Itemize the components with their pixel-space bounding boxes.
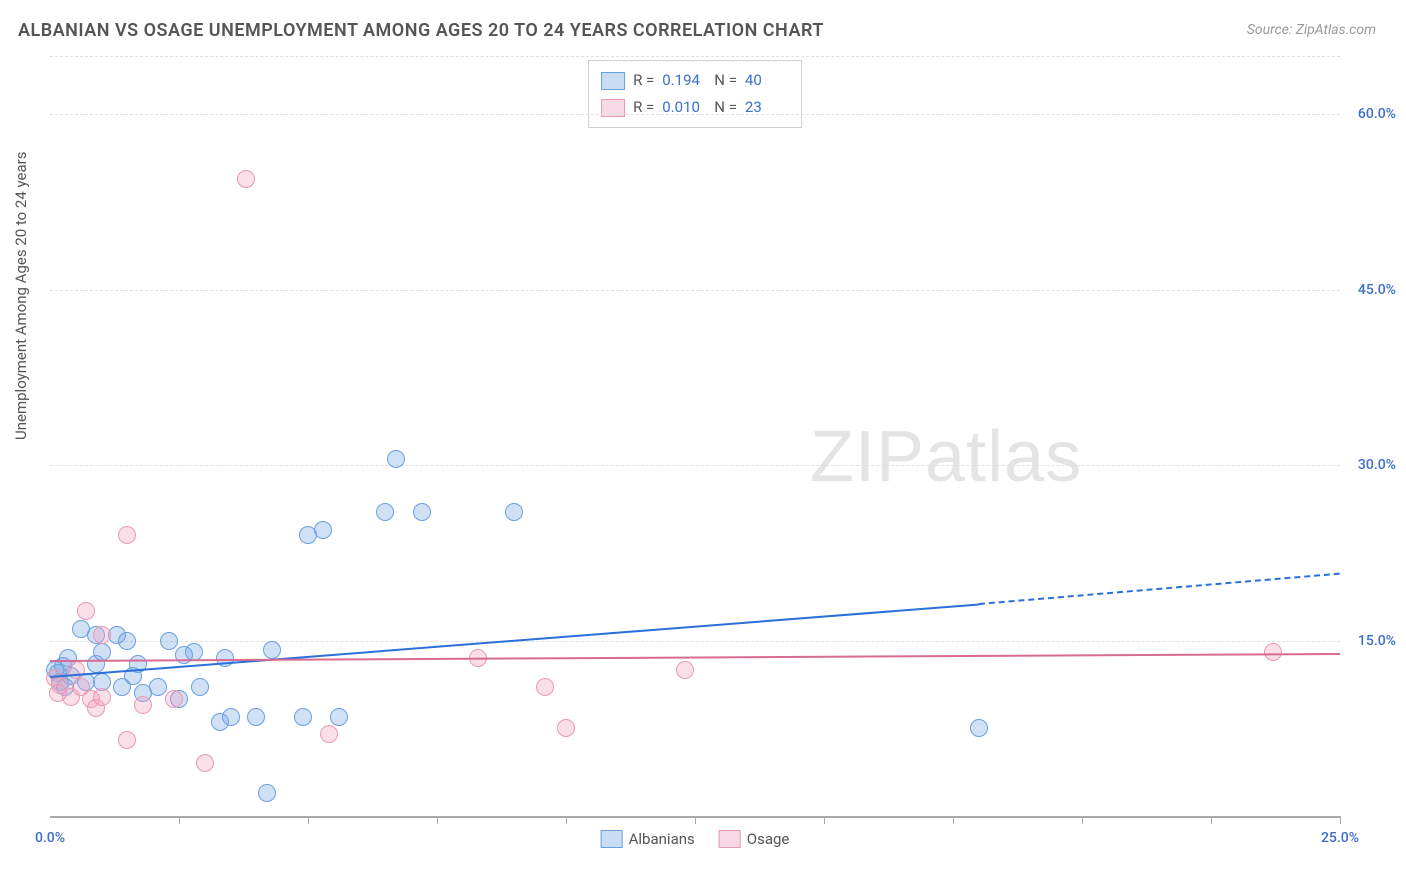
x-tick [1340, 816, 1341, 824]
gridline-h [50, 56, 1340, 57]
legend-swatch-pink-icon [719, 830, 741, 848]
gridline-h [50, 290, 1340, 291]
x-tick [308, 816, 309, 824]
legend-bottom-item: Albanians [601, 830, 695, 848]
legend-bottom-item: Osage [719, 830, 790, 848]
legend-top: R = 0.194 N = 40 R = 0.010 N = 23 [588, 60, 802, 128]
y-tick-label: 30.0% [1346, 457, 1396, 473]
scatter-point [258, 784, 276, 802]
scatter-point [376, 503, 394, 521]
watermark-bold: ZIP [810, 417, 925, 497]
legend-r-value: 0.010 [662, 94, 706, 121]
scatter-point [237, 170, 255, 188]
scatter-point [118, 632, 136, 650]
legend-swatch-blue-icon [601, 72, 625, 90]
x-tick-label: 25.0% [1321, 830, 1359, 846]
legend-r-value: 0.194 [662, 67, 706, 94]
scatter-point [505, 503, 523, 521]
legend-label: Albanians [629, 830, 695, 848]
watermark: ZIPatlas [810, 416, 1082, 498]
gridline-h [50, 114, 1340, 115]
chart-title: ALBANIAN VS OSAGE UNEMPLOYMENT AMONG AGE… [18, 20, 824, 41]
legend-r-label: R = [633, 94, 654, 121]
scatter-point [118, 526, 136, 544]
x-tick [566, 816, 567, 824]
x-tick [1082, 816, 1083, 824]
legend-swatch-blue-icon [601, 830, 623, 848]
legend-n-value: 40 [745, 67, 789, 94]
x-tick [179, 816, 180, 824]
scatter-point [320, 725, 338, 743]
x-tick-label: 0.0% [35, 830, 65, 846]
source-attribution: Source: ZipAtlas.com [1247, 22, 1376, 38]
scatter-point [222, 708, 240, 726]
scatter-point [1264, 643, 1282, 661]
scatter-point [676, 661, 694, 679]
legend-r-label: R = [633, 67, 654, 94]
scatter-point [970, 719, 988, 737]
y-tick-label: 60.0% [1346, 106, 1396, 122]
scatter-point [536, 678, 554, 696]
legend-n-label: N = [714, 94, 737, 121]
x-tick [437, 816, 438, 824]
scatter-point [93, 688, 111, 706]
scatter-point [77, 602, 95, 620]
trend-line [979, 573, 1340, 605]
y-axis-label: Unemployment Among Ages 20 to 24 years [12, 152, 30, 440]
scatter-plot-area: ZIPatlas R = 0.194 N = 40 R = 0.010 N = … [50, 56, 1340, 818]
scatter-point [93, 643, 111, 661]
legend-n-value: 23 [745, 94, 789, 121]
legend-bottom: Albanians Osage [601, 830, 790, 848]
scatter-point [330, 708, 348, 726]
x-tick [824, 816, 825, 824]
scatter-point [263, 641, 281, 659]
x-tick [695, 816, 696, 824]
chart-container: ALBANIAN VS OSAGE UNEMPLOYMENT AMONG AGE… [0, 0, 1406, 892]
legend-top-row: R = 0.194 N = 40 [601, 67, 789, 94]
x-tick [953, 816, 954, 824]
watermark-light: atlas [925, 417, 1082, 497]
gridline-h [50, 465, 1340, 466]
scatter-point [149, 678, 167, 696]
legend-top-row: R = 0.010 N = 23 [601, 94, 789, 121]
scatter-point [387, 450, 405, 468]
scatter-point [118, 731, 136, 749]
scatter-point [196, 754, 214, 772]
scatter-point [413, 503, 431, 521]
x-tick [1211, 816, 1212, 824]
y-tick-label: 15.0% [1346, 633, 1396, 649]
scatter-point [314, 521, 332, 539]
scatter-point [93, 626, 111, 644]
scatter-point [160, 632, 178, 650]
gridline-h [50, 641, 1340, 642]
y-tick-label: 45.0% [1346, 282, 1396, 298]
legend-label: Osage [747, 830, 790, 848]
scatter-point [247, 708, 265, 726]
scatter-point [134, 696, 152, 714]
scatter-point [557, 719, 575, 737]
scatter-point [165, 690, 183, 708]
scatter-point [191, 678, 209, 696]
scatter-point [294, 708, 312, 726]
legend-n-label: N = [714, 67, 737, 94]
